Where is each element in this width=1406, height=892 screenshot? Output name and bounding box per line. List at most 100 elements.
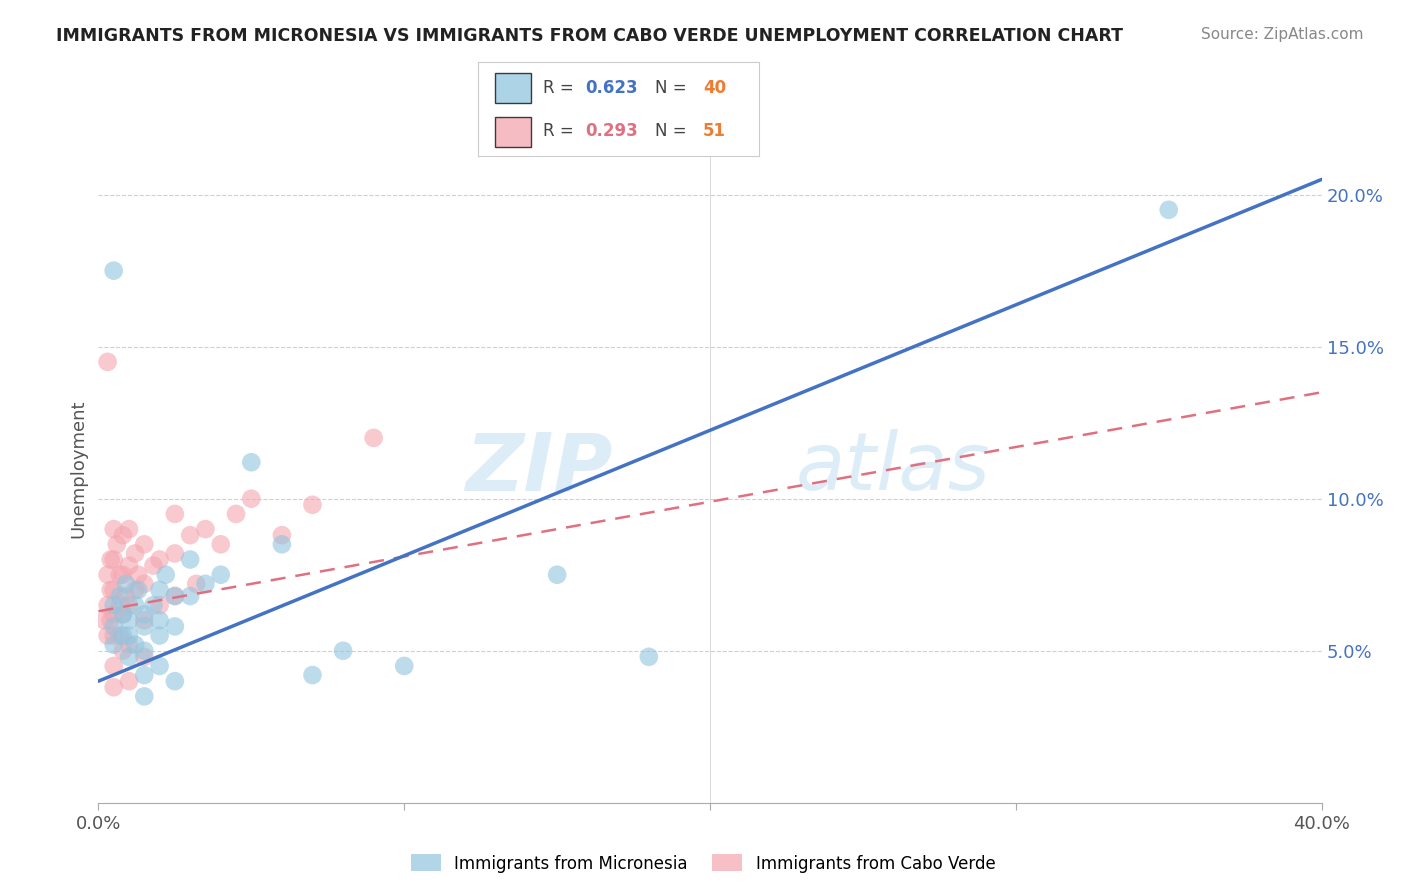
Point xyxy=(163,674,186,689)
Point xyxy=(179,589,201,603)
Point xyxy=(118,674,141,689)
Point xyxy=(142,598,165,612)
Point xyxy=(103,607,125,622)
Point xyxy=(97,567,120,582)
Text: 51: 51 xyxy=(703,122,725,140)
Point xyxy=(225,507,247,521)
Point xyxy=(118,522,141,536)
Point xyxy=(186,577,208,591)
Point xyxy=(103,263,125,277)
Point xyxy=(149,628,172,642)
Point xyxy=(163,619,186,633)
Point xyxy=(111,528,134,542)
Point xyxy=(194,522,217,536)
Text: 0.293: 0.293 xyxy=(585,122,638,140)
Point xyxy=(209,567,232,582)
Point xyxy=(363,431,385,445)
Point xyxy=(134,690,156,704)
Point xyxy=(163,507,186,521)
Point xyxy=(124,598,146,612)
Point xyxy=(103,619,125,633)
Point xyxy=(179,528,201,542)
Point xyxy=(115,589,138,603)
Point xyxy=(111,628,134,642)
Point xyxy=(118,613,141,627)
Point xyxy=(392,659,416,673)
Point xyxy=(134,644,156,658)
Point xyxy=(115,577,138,591)
Text: atlas: atlas xyxy=(796,429,990,508)
Point xyxy=(103,680,125,694)
Point xyxy=(1157,202,1180,217)
Point xyxy=(97,598,120,612)
Point xyxy=(127,582,149,597)
Point xyxy=(111,644,134,658)
Point xyxy=(240,455,263,469)
Point xyxy=(103,628,125,642)
Point xyxy=(124,582,146,597)
Point xyxy=(118,598,141,612)
Text: R =: R = xyxy=(543,122,579,140)
Text: 40: 40 xyxy=(703,78,725,96)
Point xyxy=(108,598,131,612)
Point xyxy=(270,537,292,551)
Point xyxy=(118,558,141,573)
Text: IMMIGRANTS FROM MICRONESIA VS IMMIGRANTS FROM CABO VERDE UNEMPLOYMENT CORRELATIO: IMMIGRANTS FROM MICRONESIA VS IMMIGRANTS… xyxy=(56,27,1123,45)
Point xyxy=(149,552,172,566)
Text: ZIP: ZIP xyxy=(465,429,612,508)
Point xyxy=(134,668,156,682)
Point xyxy=(301,498,323,512)
Point xyxy=(134,613,156,627)
Legend: Immigrants from Micronesia, Immigrants from Cabo Verde: Immigrants from Micronesia, Immigrants f… xyxy=(404,847,1002,880)
Point xyxy=(108,628,131,642)
Point xyxy=(637,649,661,664)
Point xyxy=(103,552,125,566)
Point xyxy=(100,582,122,597)
Point xyxy=(270,528,292,542)
Point xyxy=(134,607,156,622)
Point xyxy=(124,638,146,652)
Point xyxy=(111,567,134,582)
Point xyxy=(108,567,131,582)
Point xyxy=(103,638,125,652)
Point xyxy=(118,649,141,664)
Point xyxy=(163,546,186,560)
Point xyxy=(209,537,232,551)
Point xyxy=(134,577,156,591)
Point xyxy=(93,613,115,627)
FancyBboxPatch shape xyxy=(495,73,531,103)
Point xyxy=(142,558,165,573)
Point xyxy=(103,659,125,673)
Point xyxy=(100,552,122,566)
Point xyxy=(105,537,128,551)
Point xyxy=(332,644,354,658)
Text: N =: N = xyxy=(655,122,692,140)
Point xyxy=(100,613,122,627)
Text: Source: ZipAtlas.com: Source: ZipAtlas.com xyxy=(1201,27,1364,42)
Point xyxy=(155,567,177,582)
Point xyxy=(127,567,149,582)
Point xyxy=(118,628,141,642)
Point xyxy=(149,598,172,612)
Point xyxy=(179,552,201,566)
Point xyxy=(134,537,156,551)
Point xyxy=(240,491,263,506)
Point xyxy=(108,589,131,603)
Point xyxy=(546,567,568,582)
Point xyxy=(111,607,134,622)
Text: 0.623: 0.623 xyxy=(585,78,637,96)
Text: R =: R = xyxy=(543,78,579,96)
Point xyxy=(134,619,156,633)
Text: N =: N = xyxy=(655,78,692,96)
Point xyxy=(149,613,172,627)
Point xyxy=(149,582,172,597)
FancyBboxPatch shape xyxy=(495,117,531,147)
Point xyxy=(103,598,125,612)
Point xyxy=(163,589,186,603)
Point xyxy=(97,628,120,642)
Point xyxy=(134,649,156,664)
Point xyxy=(194,577,217,591)
Point xyxy=(103,582,125,597)
Point xyxy=(163,589,186,603)
Point xyxy=(301,668,323,682)
